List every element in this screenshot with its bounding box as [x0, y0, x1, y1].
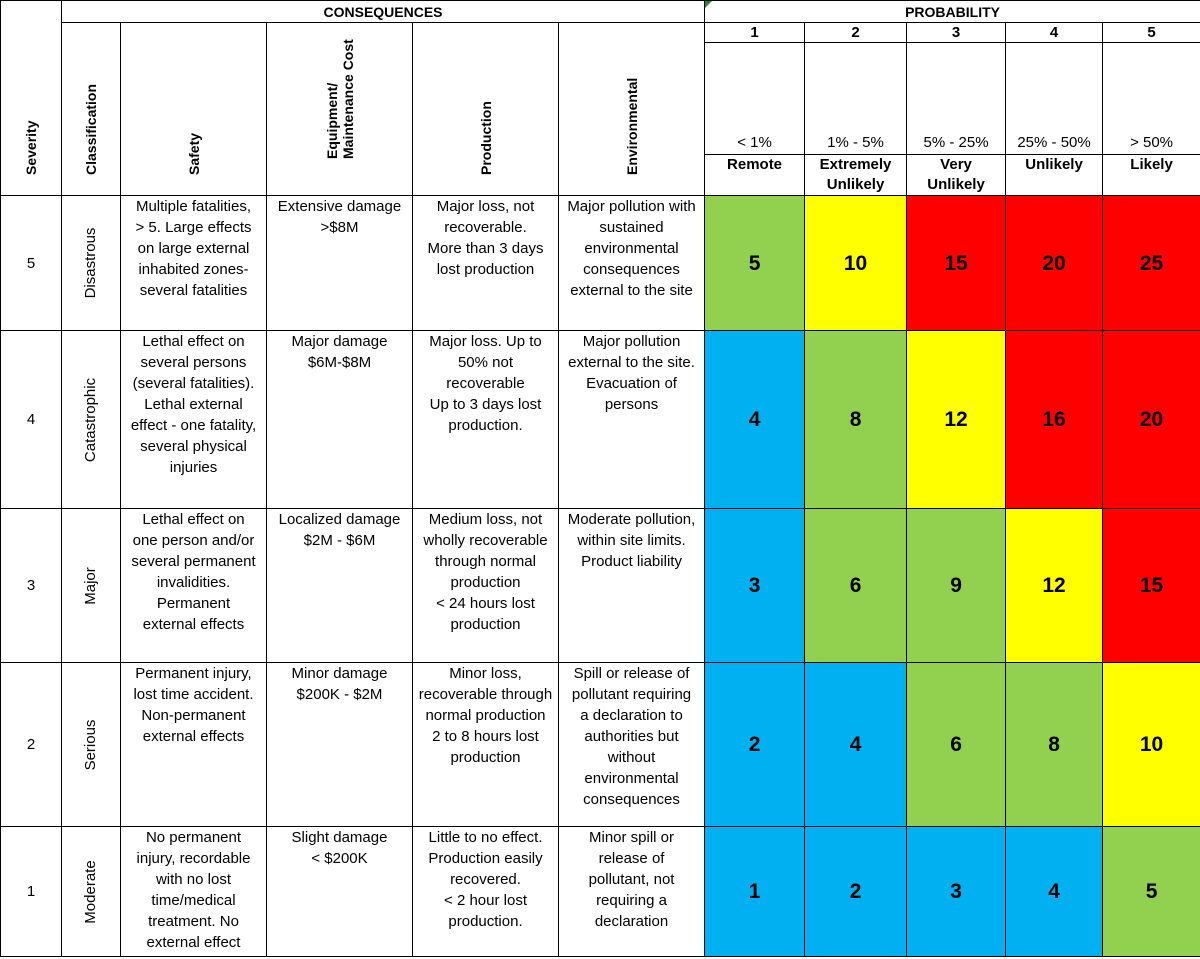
- environmental-header: Environmental: [557, 22, 706, 196]
- probability-range: 1% - 5%: [827, 134, 884, 151]
- production-description: Little to no effect. Production easily r…: [412, 826, 559, 957]
- production-header: Production: [412, 22, 559, 196]
- classification-label: Catastrophic: [82, 377, 99, 462]
- classification-cell: Catastrophic: [61, 330, 121, 509]
- risk-score-cell: 10: [804, 195, 908, 331]
- safety-description: Permanent injury, lost time accident. No…: [120, 662, 267, 827]
- classification-label: Moderate: [82, 859, 99, 924]
- severity-row: 4 Catastrophic Lethal effect on several pe…: [0, 330, 1200, 509]
- risk-score-cell: 5: [704, 195, 806, 331]
- probability-level-number: 2: [804, 22, 908, 43]
- probability-name: Remote: [705, 154, 804, 195]
- severity-value: 3: [0, 508, 62, 663]
- severity-row: 1 Moderate No permanent injury, recordable…: [0, 826, 1200, 957]
- environmental-description: Minor spill or release of pollutant, not…: [557, 826, 706, 957]
- equipment-description: Localized damage $2M - $6M: [266, 508, 413, 663]
- risk-score-cell: 12: [906, 330, 1007, 509]
- risk-score-cell: 6: [906, 662, 1007, 827]
- probability-range: 5% - 25%: [923, 134, 989, 151]
- risk-score-cell: 9: [906, 508, 1007, 663]
- production-description: Minor loss, recoverable through normal p…: [412, 662, 559, 827]
- probability-level-label: 5% - 25% Very Unlikely: [906, 42, 1007, 196]
- risk-score-cell: 12: [1005, 508, 1104, 663]
- probability-header: PROBABILITY: [704, 0, 1200, 23]
- risk-score-cell: 4: [804, 662, 908, 827]
- probability-level-number: 1: [704, 22, 806, 43]
- severity-header: Severity: [0, 0, 62, 196]
- safety-description: No permanent injury, recordable with no …: [120, 826, 267, 957]
- classification-cell: Moderate: [61, 826, 121, 957]
- severity-value: 4: [0, 330, 62, 509]
- risk-score-cell: 2: [704, 662, 806, 827]
- probability-level-label: > 50% Likely: [1102, 42, 1200, 196]
- classification-header: Classification: [61, 22, 121, 196]
- risk-score-cell: 20: [1102, 330, 1200, 509]
- risk-score-cell: 8: [804, 330, 908, 509]
- risk-score-cell: 5: [1102, 826, 1200, 957]
- probability-name: Very Unlikely: [907, 154, 1005, 195]
- probability-range: 25% - 50%: [1017, 134, 1091, 151]
- equipment-description: Extensive damage >$8M: [266, 195, 413, 331]
- risk-score-cell: 8: [1005, 662, 1104, 827]
- safety-description: Lethal effect on one person and/or sever…: [120, 508, 267, 663]
- classification-label: Major: [82, 566, 99, 605]
- classification-cell: Serious: [61, 662, 121, 827]
- probability-range: < 1%: [737, 134, 772, 151]
- probability-name: Likely: [1103, 154, 1200, 195]
- probability-name: Unlikely: [1006, 154, 1102, 195]
- risk-score-cell: 2: [804, 826, 908, 957]
- production-description: Medium loss, not wholly recoverable thro…: [412, 508, 559, 663]
- risk-score-cell: 16: [1005, 330, 1104, 509]
- risk-score-cell: 6: [804, 508, 908, 663]
- classification-cell: Major: [61, 508, 121, 663]
- consequences-header: CONSEQUENCES: [60, 0, 706, 23]
- probability-level-label: < 1% Remote: [704, 42, 806, 196]
- classification-cell: Disastrous: [61, 195, 121, 331]
- risk-score-cell: 4: [704, 330, 806, 509]
- probability-range: > 50%: [1130, 134, 1174, 151]
- environmental-description: Moderate pollution, within site limits. …: [557, 508, 706, 663]
- production-description: Major loss, not recoverable. More than 3…: [412, 195, 559, 331]
- risk-score-cell: 3: [906, 826, 1007, 957]
- probability-name: Extremely Unlikely: [805, 154, 906, 195]
- risk-score-cell: 3: [704, 508, 806, 663]
- equipment-description: Slight damage < $200K: [266, 826, 413, 957]
- safety-description: Multiple fatalities, > 5. Large effects …: [120, 195, 267, 331]
- severity-row: 5 Disastrous Multiple fatalities, > 5. Lar…: [0, 195, 1200, 331]
- severity-row: 3 Major Lethal effect on one person and/or…: [0, 508, 1200, 663]
- risk-score-cell: 10: [1102, 662, 1200, 827]
- classification-label: Disastrous: [82, 227, 99, 299]
- severity-row: 2 Serious Permanent injury, lost time acci…: [0, 662, 1200, 827]
- severity-value: 2: [0, 662, 62, 827]
- equipment-description: Minor damage $200K - $2M: [266, 662, 413, 827]
- safety-header: Safety: [120, 22, 267, 196]
- probability-level-label: 1% - 5% Extremely Unlikely: [804, 42, 908, 196]
- probability-level-label: 25% - 50% Unlikely: [1005, 42, 1104, 196]
- probability-level-number: 4: [1005, 22, 1104, 43]
- equipment-description: Major damage $6M-$8M: [266, 330, 413, 509]
- production-description: Major loss. Up to 50% not recoverable Up…: [412, 330, 559, 509]
- severity-value: 1: [0, 826, 62, 957]
- risk-score-cell: 20: [1005, 195, 1104, 331]
- risk-score-cell: 1: [704, 826, 806, 957]
- probability-level-number: 3: [906, 22, 1007, 43]
- risk-score-cell: 25: [1102, 195, 1200, 331]
- risk-score-cell: 4: [1005, 826, 1104, 957]
- environmental-description: Major pollution with sustained environme…: [557, 195, 706, 331]
- environmental-description: Spill or release of pollutant requiring …: [557, 662, 706, 827]
- equipment-cost-header: Equipment/Maintenance Cost: [266, 22, 413, 196]
- risk-score-cell: 15: [906, 195, 1007, 331]
- severity-value: 5: [0, 195, 62, 331]
- safety-description: Lethal effect on several persons (severa…: [120, 330, 267, 509]
- probability-level-number: 5: [1102, 22, 1200, 43]
- classification-label: Serious: [82, 719, 99, 770]
- environmental-description: Major pollution external to the site. Ev…: [557, 330, 706, 509]
- risk-score-cell: 15: [1102, 508, 1200, 663]
